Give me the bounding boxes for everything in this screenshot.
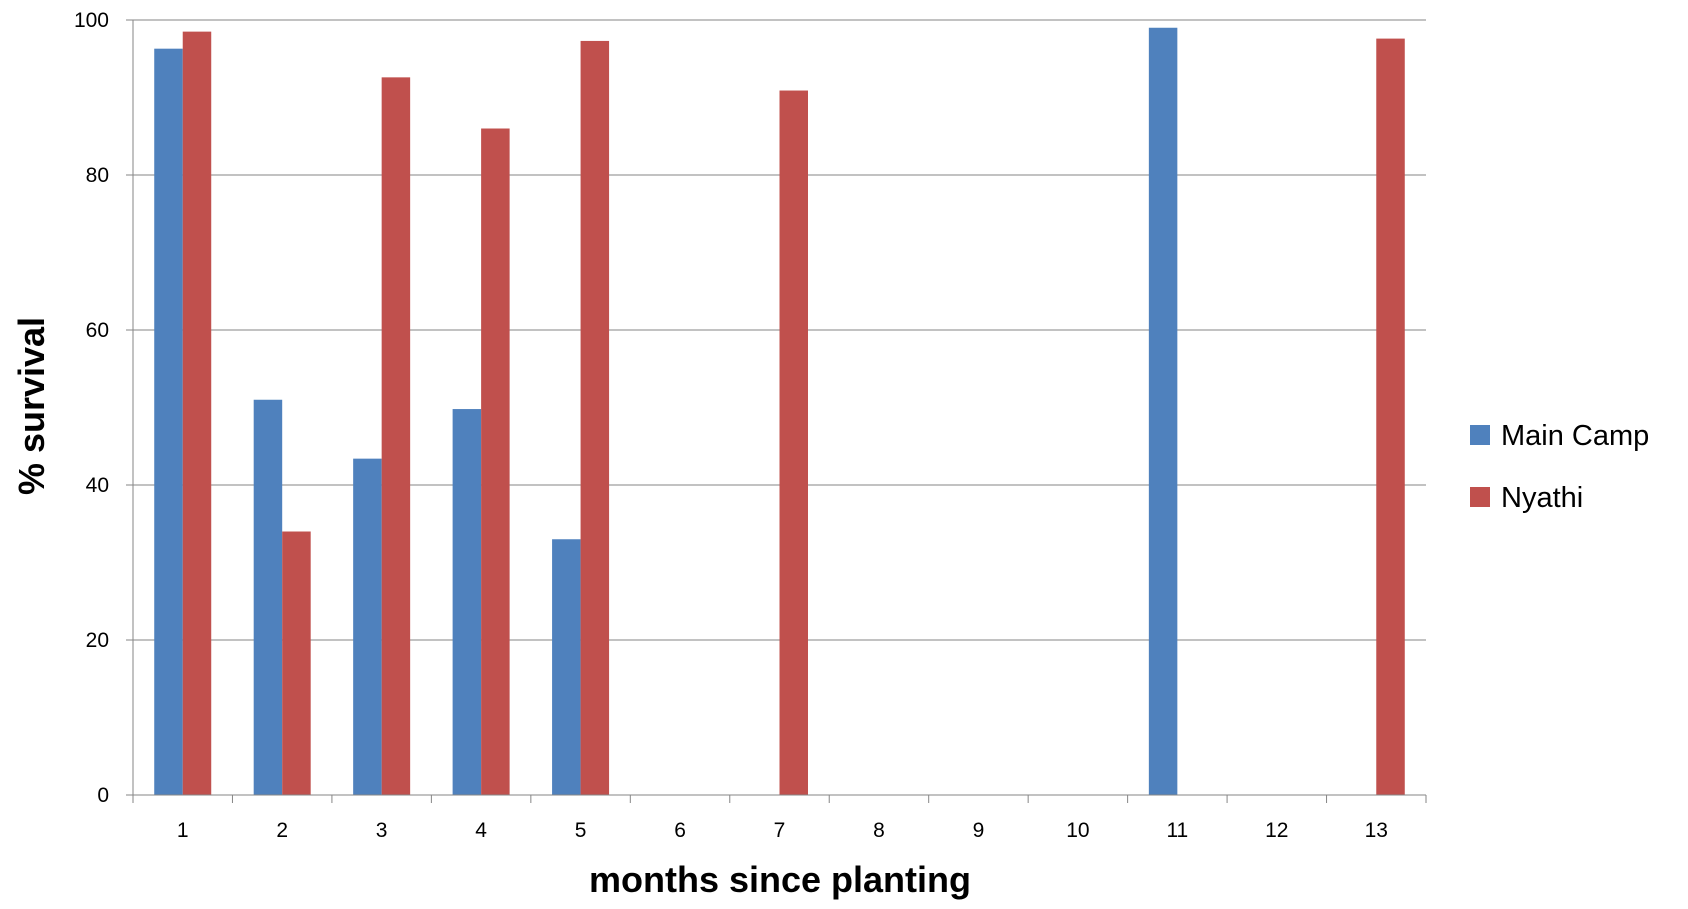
x-tick-label: 8 bbox=[873, 819, 885, 842]
x-tick-label: 2 bbox=[276, 819, 288, 842]
x-tick-label: 7 bbox=[774, 819, 786, 842]
legend-swatch-nyathi bbox=[1470, 487, 1490, 507]
legend-item-main-camp: Main Camp bbox=[1470, 420, 1649, 452]
bars bbox=[154, 27, 1405, 796]
bar-main-camp-2 bbox=[253, 399, 283, 795]
x-tick-label: 4 bbox=[475, 819, 487, 842]
bar-nyathi-13 bbox=[1376, 38, 1405, 796]
bar-nyathi-2 bbox=[282, 531, 311, 795]
legend-label-main-camp: Main Camp bbox=[1501, 420, 1649, 452]
axes bbox=[126, 19, 1427, 803]
legend-swatch-main-camp bbox=[1470, 425, 1490, 445]
x-tick-label: 10 bbox=[1066, 819, 1089, 842]
y-tick-label: 100 bbox=[74, 9, 109, 32]
bar-main-camp-4 bbox=[452, 409, 482, 795]
y-tick-label: 0 bbox=[97, 784, 109, 807]
bar-nyathi-4 bbox=[481, 128, 510, 795]
x-tick-label: 6 bbox=[674, 819, 686, 842]
bar-nyathi-7 bbox=[779, 90, 808, 795]
x-axis-title: months since planting bbox=[589, 859, 971, 900]
x-tick-label: 9 bbox=[973, 819, 985, 842]
y-tick-label: 80 bbox=[86, 164, 109, 187]
y-tick-label: 60 bbox=[86, 319, 109, 342]
bar-nyathi-1 bbox=[182, 31, 212, 795]
bar-nyathi-3 bbox=[381, 77, 411, 796]
legend: Main Camp Nyathi bbox=[1470, 420, 1649, 514]
x-tick-label: 13 bbox=[1365, 819, 1388, 842]
bar-nyathi-5 bbox=[580, 40, 610, 796]
x-tick-label: 1 bbox=[177, 819, 189, 842]
legend-label-nyathi: Nyathi bbox=[1501, 482, 1583, 514]
y-tick-label: 20 bbox=[86, 629, 109, 652]
legend-item-nyathi: Nyathi bbox=[1470, 482, 1583, 514]
bar-main-camp-3 bbox=[353, 458, 382, 795]
x-tick-label: 5 bbox=[575, 819, 587, 842]
x-tick-label: 11 bbox=[1166, 819, 1188, 842]
bar-main-camp-11 bbox=[1148, 27, 1178, 795]
x-tick-label: 3 bbox=[376, 819, 388, 842]
bar-main-camp-1 bbox=[154, 48, 183, 796]
x-tick-label: 12 bbox=[1265, 819, 1288, 842]
y-tick-label: 40 bbox=[86, 474, 109, 497]
bar-main-camp-5 bbox=[552, 539, 581, 795]
y-axis-title: % survival bbox=[11, 317, 52, 495]
